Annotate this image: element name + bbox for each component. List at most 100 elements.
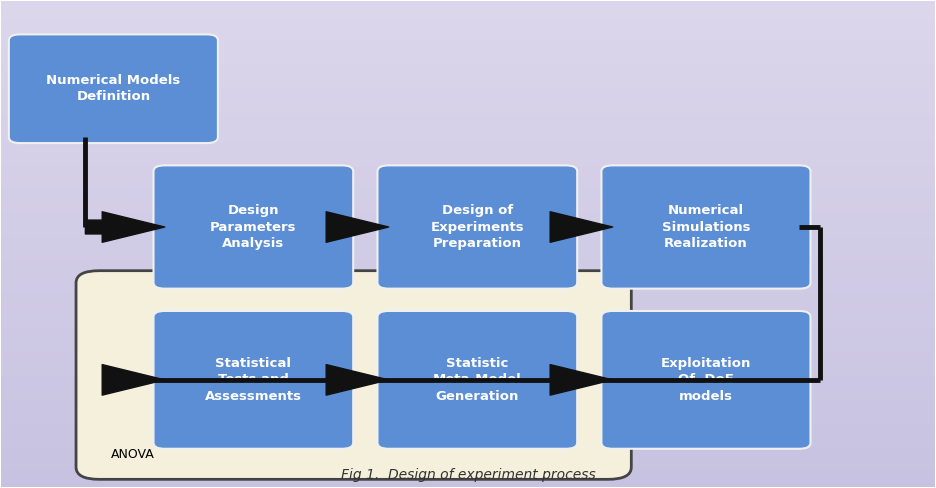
Bar <box>1 228 935 232</box>
Bar <box>1 345 935 349</box>
Bar <box>1 406 935 410</box>
Bar <box>1 410 935 414</box>
Text: Exploitation
Of  DoE
models: Exploitation Of DoE models <box>661 357 752 403</box>
Bar <box>1 430 935 434</box>
Bar <box>1 426 935 430</box>
Bar <box>1 434 935 438</box>
Bar <box>1 458 935 462</box>
Bar <box>1 171 935 175</box>
Text: Design
Parameters
Analysis: Design Parameters Analysis <box>210 204 297 250</box>
Bar <box>1 94 935 99</box>
FancyBboxPatch shape <box>602 311 811 449</box>
Bar <box>1 281 935 285</box>
Bar <box>1 301 935 305</box>
Bar <box>1 115 935 119</box>
Bar <box>1 236 935 240</box>
Bar <box>1 474 935 479</box>
Bar <box>1 450 935 454</box>
Text: Numerical
Simulations
Realization: Numerical Simulations Realization <box>662 204 751 250</box>
Text: ANOVA: ANOVA <box>110 448 154 461</box>
Bar <box>1 373 935 377</box>
Bar <box>1 216 935 220</box>
Bar <box>1 58 935 62</box>
Bar <box>1 321 935 325</box>
Bar <box>1 14 935 18</box>
Bar <box>1 240 935 244</box>
Bar <box>1 179 935 183</box>
Bar <box>1 90 935 94</box>
Bar <box>1 167 935 171</box>
Bar <box>1 139 935 143</box>
Bar <box>1 402 935 406</box>
Bar <box>1 386 935 389</box>
Bar <box>1 34 935 38</box>
Bar <box>1 54 935 58</box>
Bar <box>1 467 935 470</box>
Bar <box>1 224 935 228</box>
Bar <box>1 268 935 272</box>
Bar <box>1 260 935 264</box>
Bar <box>1 337 935 341</box>
Bar <box>1 102 935 106</box>
Bar <box>1 5 935 9</box>
Bar <box>1 341 935 345</box>
Bar <box>1 288 935 292</box>
Bar <box>1 21 935 26</box>
Bar <box>1 111 935 115</box>
Bar <box>1 276 935 281</box>
Bar <box>1 357 935 361</box>
Text: Fig 1.  Design of experiment process: Fig 1. Design of experiment process <box>341 468 595 482</box>
Bar <box>1 442 935 446</box>
Text: Numerical Models
Definition: Numerical Models Definition <box>46 74 181 103</box>
Bar <box>1 26 935 30</box>
Bar <box>1 389 935 394</box>
Bar <box>1 183 935 187</box>
Bar <box>1 333 935 337</box>
Bar <box>1 135 935 139</box>
Bar <box>1 329 935 333</box>
Bar <box>1 366 935 369</box>
Bar <box>1 252 935 256</box>
Bar <box>1 446 935 450</box>
Bar <box>1 207 935 212</box>
Bar <box>1 106 935 111</box>
Bar <box>1 479 935 483</box>
Bar <box>1 244 935 248</box>
Bar <box>1 46 935 50</box>
Bar <box>1 175 935 179</box>
Bar <box>1 151 935 155</box>
Bar <box>1 18 935 21</box>
Bar <box>1 66 935 70</box>
Bar <box>1 86 935 90</box>
Bar <box>1 483 935 487</box>
Bar <box>1 203 935 207</box>
Bar <box>1 155 935 159</box>
Bar <box>1 9 935 14</box>
Text: Design of
Experiments
Preparation: Design of Experiments Preparation <box>431 204 524 250</box>
Bar <box>1 418 935 422</box>
Bar <box>1 70 935 74</box>
Bar <box>1 309 935 313</box>
Bar <box>1 212 935 216</box>
Bar <box>1 127 935 131</box>
Bar <box>1 78 935 82</box>
FancyBboxPatch shape <box>602 165 811 288</box>
Bar <box>1 470 935 474</box>
Bar <box>1 196 935 200</box>
FancyBboxPatch shape <box>377 165 578 288</box>
FancyBboxPatch shape <box>154 311 353 449</box>
Bar <box>1 38 935 42</box>
Bar <box>1 422 935 426</box>
Bar <box>1 159 935 163</box>
Bar <box>1 30 935 34</box>
Bar <box>1 163 935 167</box>
Text: Statistical
Tests and
Assessments: Statistical Tests and Assessments <box>205 357 301 403</box>
Bar <box>1 256 935 260</box>
Bar <box>1 369 935 373</box>
Bar <box>1 50 935 54</box>
FancyBboxPatch shape <box>8 34 218 143</box>
Bar <box>1 462 935 467</box>
Bar <box>1 438 935 442</box>
Bar <box>1 349 935 353</box>
Bar <box>1 220 935 224</box>
